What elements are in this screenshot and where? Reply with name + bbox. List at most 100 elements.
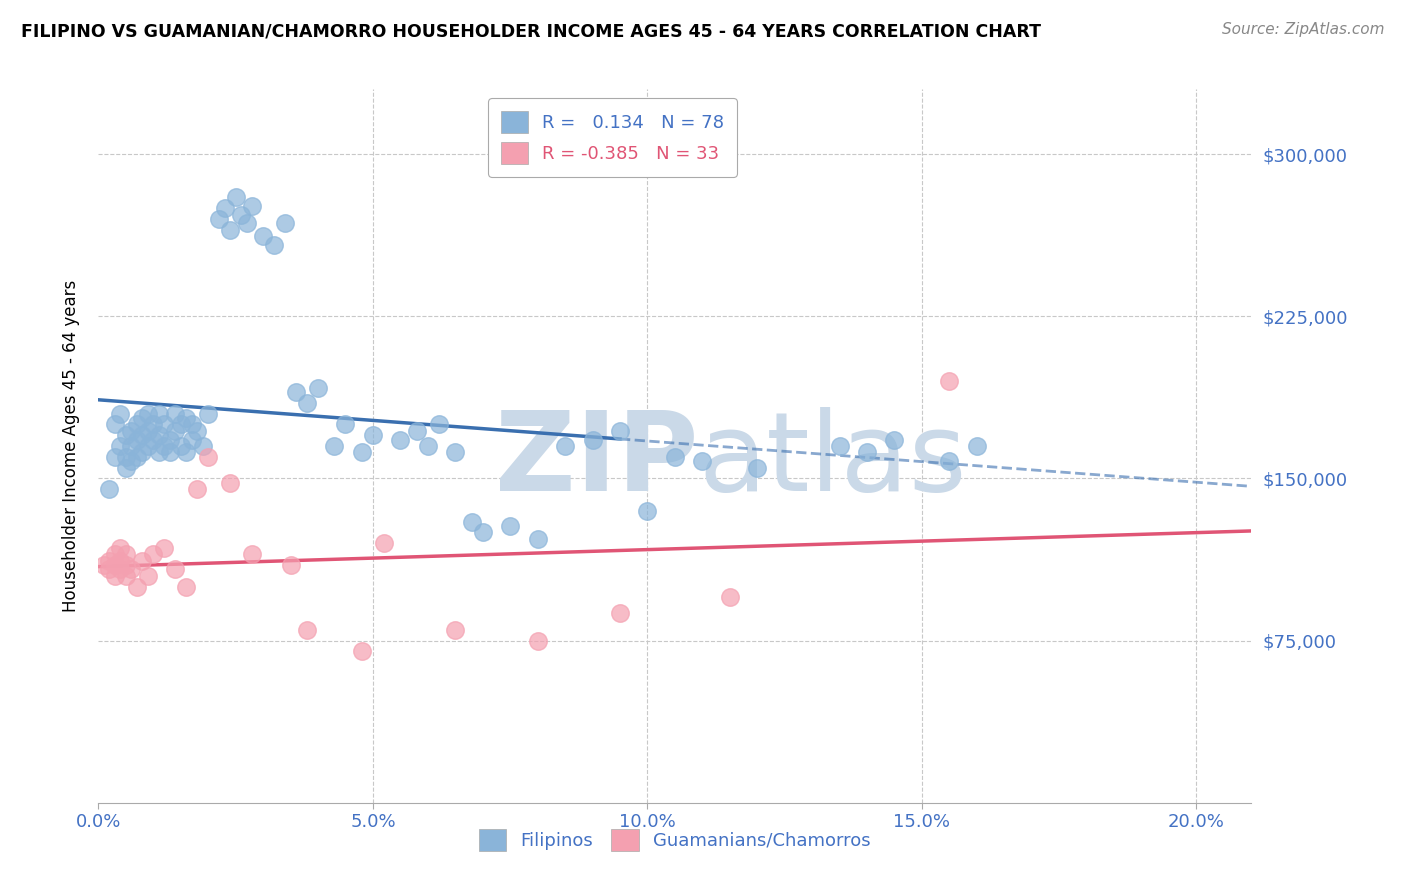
Point <box>170 417 193 432</box>
Point <box>148 428 170 442</box>
Point <box>350 644 373 658</box>
Point <box>153 439 176 453</box>
Point <box>219 475 242 490</box>
Point <box>174 580 197 594</box>
Point <box>98 553 121 567</box>
Point <box>692 454 714 468</box>
Point <box>136 568 159 582</box>
Point <box>125 417 148 432</box>
Point <box>104 450 127 464</box>
Point <box>180 433 202 447</box>
Point <box>125 433 148 447</box>
Point <box>609 606 631 620</box>
Point <box>526 633 548 648</box>
Point <box>148 407 170 421</box>
Point <box>120 424 142 438</box>
Point <box>280 558 302 572</box>
Point <box>115 568 138 582</box>
Point <box>174 445 197 459</box>
Point <box>856 445 879 459</box>
Point <box>938 454 960 468</box>
Point <box>104 568 127 582</box>
Text: Source: ZipAtlas.com: Source: ZipAtlas.com <box>1222 22 1385 37</box>
Point <box>153 417 176 432</box>
Point <box>499 519 522 533</box>
Point <box>131 445 153 459</box>
Point <box>98 482 121 496</box>
Point <box>115 547 138 561</box>
Text: FILIPINO VS GUAMANIAN/CHAMORRO HOUSEHOLDER INCOME AGES 45 - 64 YEARS CORRELATION: FILIPINO VS GUAMANIAN/CHAMORRO HOUSEHOLD… <box>21 22 1040 40</box>
Point <box>361 428 384 442</box>
Point <box>186 424 208 438</box>
Point <box>115 460 138 475</box>
Point <box>664 450 686 464</box>
Point <box>219 223 242 237</box>
Point <box>471 525 494 540</box>
Text: ZIP: ZIP <box>495 407 697 514</box>
Point <box>115 428 138 442</box>
Point <box>295 623 318 637</box>
Point <box>307 381 329 395</box>
Point <box>104 558 127 572</box>
Point <box>274 216 297 230</box>
Point <box>165 407 187 421</box>
Point <box>165 562 187 576</box>
Point <box>208 211 231 226</box>
Point <box>180 417 202 432</box>
Point <box>131 428 153 442</box>
Point <box>104 417 127 432</box>
Point <box>295 396 318 410</box>
Point <box>110 439 132 453</box>
Point <box>609 424 631 438</box>
Point <box>110 541 132 555</box>
Point <box>142 417 165 432</box>
Point <box>718 591 741 605</box>
Point <box>142 547 165 561</box>
Point <box>444 445 467 459</box>
Point <box>323 439 346 453</box>
Point <box>235 216 257 230</box>
Point <box>120 562 142 576</box>
Point <box>966 439 988 453</box>
Point <box>174 410 197 425</box>
Point <box>427 417 450 432</box>
Point <box>389 433 412 447</box>
Point <box>335 417 357 432</box>
Point <box>263 238 285 252</box>
Point <box>444 623 467 637</box>
Point <box>153 541 176 555</box>
Point <box>416 439 439 453</box>
Point <box>165 424 187 438</box>
Point <box>554 439 576 453</box>
Point <box>120 454 142 468</box>
Point <box>240 547 263 561</box>
Point <box>191 439 214 453</box>
Point <box>252 229 274 244</box>
Point <box>461 515 484 529</box>
Point <box>131 410 153 425</box>
Point <box>159 445 181 459</box>
Point <box>136 439 159 453</box>
Point <box>225 190 247 204</box>
Point <box>828 439 851 453</box>
Point <box>581 433 603 447</box>
Point <box>231 208 253 222</box>
Point <box>110 407 132 421</box>
Point <box>240 199 263 213</box>
Text: atlas: atlas <box>697 407 966 514</box>
Point <box>104 547 127 561</box>
Point <box>125 450 148 464</box>
Point <box>131 553 153 567</box>
Point <box>938 374 960 388</box>
Point <box>125 580 148 594</box>
Point <box>214 201 236 215</box>
Point <box>98 562 121 576</box>
Point <box>136 407 159 421</box>
Legend: Filipinos, Guamanians/Chamorros: Filipinos, Guamanians/Chamorros <box>472 822 877 858</box>
Point <box>186 482 208 496</box>
Point <box>285 384 308 399</box>
Point <box>115 558 138 572</box>
Point <box>883 433 905 447</box>
Point <box>142 433 165 447</box>
Point <box>350 445 373 459</box>
